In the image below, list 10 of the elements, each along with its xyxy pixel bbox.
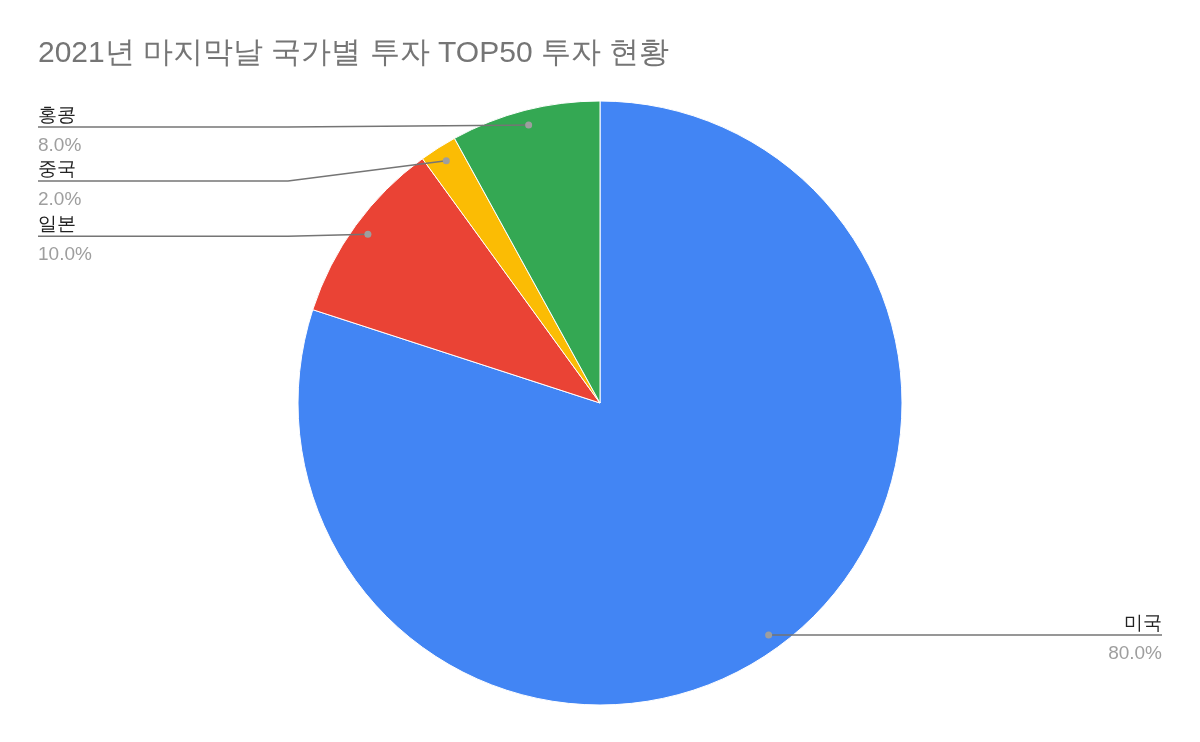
slice-label: 중국 xyxy=(38,158,76,180)
data-label: 8.0% xyxy=(38,134,82,156)
pie-slice xyxy=(297,100,903,706)
data-label: 10.0% xyxy=(38,243,92,265)
slice-label: 홍콩 xyxy=(38,104,76,126)
slice-label: 일본 xyxy=(38,213,76,235)
data-label: 2.0% xyxy=(38,188,82,210)
slice-label: 미국 xyxy=(1124,612,1162,634)
data-label: 80.0% xyxy=(1108,642,1163,664)
chart-title: 2021년 마지막날 국가별 투자 TOP50 투자 현황 xyxy=(38,35,670,68)
